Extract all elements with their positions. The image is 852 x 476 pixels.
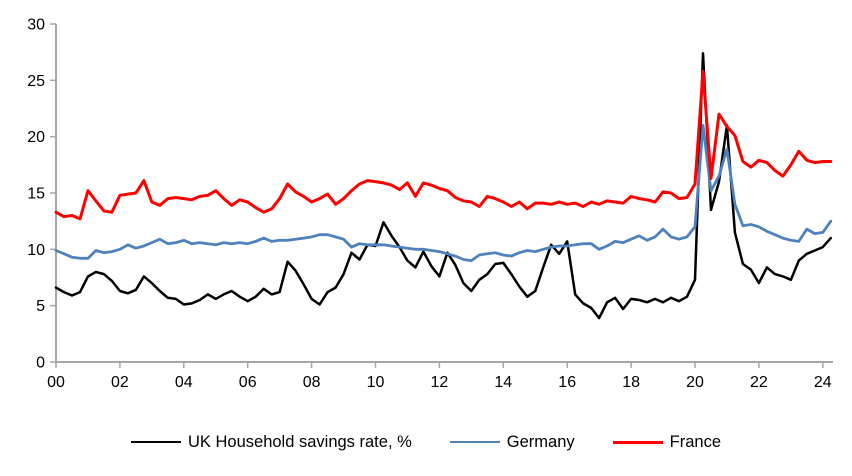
y-tick-label: 15 <box>27 186 45 203</box>
x-tick-label: 14 <box>494 374 512 391</box>
legend-label-uk: UK Household savings rate, % <box>188 433 412 451</box>
legend-item-uk: UK Household savings rate, % <box>131 433 412 451</box>
x-tick-label: 20 <box>686 374 704 391</box>
x-tick-label: 16 <box>558 374 576 391</box>
y-tick-label: 25 <box>27 73 45 90</box>
legend-item-germany: Germany <box>449 433 575 451</box>
x-tick-label: 22 <box>750 374 768 391</box>
series-line-germany <box>54 124 833 263</box>
chart-legend: UK Household savings rate, % Germany Fra… <box>0 433 852 451</box>
y-tick-label: 30 <box>27 17 45 34</box>
legend-label-germany: Germany <box>506 433 575 451</box>
x-tick-label: 08 <box>303 374 321 391</box>
legend-item-france: France <box>612 433 721 451</box>
germany-line-swatch <box>449 441 500 444</box>
x-tick-label: 18 <box>622 374 640 391</box>
y-tick-label: 10 <box>27 242 45 259</box>
uk-line-swatch <box>131 441 181 444</box>
x-tick-label: 04 <box>175 374 193 391</box>
x-tick-label: 02 <box>111 374 129 391</box>
y-tick-label: 5 <box>36 298 45 315</box>
legend-label-france: France <box>669 433 721 451</box>
y-tick-label: 20 <box>27 129 45 146</box>
x-tick-label: 12 <box>431 374 449 391</box>
plot-area: 0 5 10 15 20 25 30 00 02 04 06 08 10 12 14 16 18 20 22 24 <box>27 17 833 391</box>
x-tick-label: 24 <box>814 374 832 391</box>
x-tick-label: 06 <box>239 374 257 391</box>
x-tick-label: 00 <box>47 374 65 391</box>
series-line-france <box>54 69 833 221</box>
x-tick-label: 10 <box>367 374 385 391</box>
y-tick-label: 0 <box>36 355 45 372</box>
france-line-swatch <box>612 440 663 444</box>
